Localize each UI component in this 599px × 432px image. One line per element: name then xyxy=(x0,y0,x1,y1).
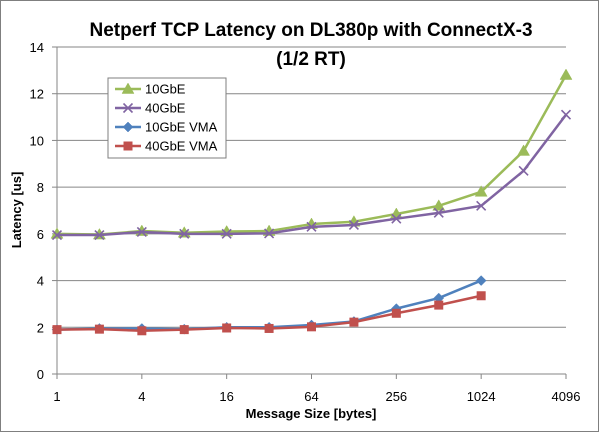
data-point-40gbe-vma-256 xyxy=(391,308,401,318)
legend-label-10gbe-vma: 10GbE VMA xyxy=(145,120,218,135)
legend-item-40gbe: 40GbE xyxy=(115,101,186,116)
legend-label-10gbe: 10GbE xyxy=(145,82,186,97)
legend-label-40gbe-vma: 40GbE VMA xyxy=(145,139,218,154)
legend-marker-40gbe xyxy=(122,102,134,114)
x-axis-ticks: 1 4 16 64 256 1024 4096 xyxy=(53,374,580,404)
data-point-10gbe-4096 xyxy=(559,68,573,80)
data-point-10gbe-512 xyxy=(432,199,446,211)
legend-item-10gbe: 10GbE xyxy=(115,82,186,97)
data-point-40gbe-4 xyxy=(136,226,147,238)
x-axis-title: Message Size [bytes] xyxy=(246,406,377,421)
x-tick-label-4: 4 xyxy=(138,389,145,404)
chart-title-line-1: Netperf TCP Latency on DL380p with Conne… xyxy=(89,20,532,41)
legend: 10GbE 40GbE 10GbE VMA 40GbE VMA xyxy=(107,77,227,159)
y-tick-label-10: 10 xyxy=(30,133,44,148)
x-tick-label-1: 1 xyxy=(53,389,60,404)
data-point-40gbe-vma-8 xyxy=(179,325,189,335)
data-point-40gbe-vma-1 xyxy=(52,325,62,335)
data-point-40gbe-16 xyxy=(221,228,232,239)
y-tick-label-6: 6 xyxy=(37,227,44,242)
legend-item-40gbe-vma: 40GbE VMA xyxy=(115,139,218,154)
legend-items: 10GbE 40GbE 10GbE VMA 40GbE VMA xyxy=(115,82,218,154)
data-point-40gbe-vma-32 xyxy=(264,323,274,333)
data-point-40gbe-512 xyxy=(433,207,444,218)
chart-title-line-2: (1/2 RT) xyxy=(276,49,346,70)
legend-marker-10gbe-vma xyxy=(122,121,134,133)
series-40gbe-vma xyxy=(52,291,486,336)
data-point-40gbe-vma-2 xyxy=(94,324,104,334)
legend-label-40gbe: 40GbE xyxy=(145,101,186,116)
x-tick-label-16: 16 xyxy=(219,389,233,404)
data-point-40gbe-2048 xyxy=(518,165,529,176)
x-tick-label-1024: 1024 xyxy=(467,389,496,404)
y-tick-label-12: 12 xyxy=(30,87,44,102)
data-point-40gbe-1 xyxy=(51,229,63,241)
data-point-40gbe-1024 xyxy=(476,200,487,211)
y-axis-title: Latency [us] xyxy=(9,172,24,249)
data-point-40gbe-vma-64 xyxy=(307,322,316,332)
data-point-40gbe-vma-128 xyxy=(349,317,359,327)
data-point-40gbe-8 xyxy=(179,228,190,239)
legend-item-10gbe-vma: 10GbE VMA xyxy=(115,120,218,135)
series-layer xyxy=(50,68,573,336)
legend-marker-10gbe xyxy=(121,82,135,94)
y-tick-label-14: 14 xyxy=(30,40,44,55)
data-point-40gbe-2 xyxy=(94,229,105,241)
y-tick-label-0: 0 xyxy=(37,367,44,382)
y-tick-label-2: 2 xyxy=(37,320,44,335)
data-point-40gbe-4096 xyxy=(560,109,572,120)
data-point-40gbe-256 xyxy=(391,213,402,224)
x-tick-label-64: 64 xyxy=(304,389,318,404)
y-axis-ticks: 0 2 4 6 8 10 12 14 xyxy=(30,40,57,382)
data-point-40gbe-vma-512 xyxy=(434,300,444,310)
data-point-40gbe-vma-1024 xyxy=(476,291,486,301)
data-point-40gbe-128 xyxy=(348,219,359,231)
y-tick-label-8: 8 xyxy=(37,180,44,195)
x-tick-label-4096: 4096 xyxy=(552,389,581,404)
x-tick-label-256: 256 xyxy=(385,389,407,404)
data-point-40gbe-vma-16 xyxy=(222,323,232,333)
y-tick-label-4: 4 xyxy=(37,274,44,289)
data-point-10gbe-2048 xyxy=(517,144,531,156)
data-point-10gbe-1024 xyxy=(474,185,488,197)
data-point-10gbe-vma-1024 xyxy=(475,275,487,286)
data-point-40gbe-32 xyxy=(264,228,275,239)
series-40gbe xyxy=(51,109,572,241)
data-point-40gbe-vma-4 xyxy=(137,326,147,336)
legend-marker-40gbe-vma xyxy=(123,141,133,151)
data-point-40gbe-64 xyxy=(306,221,317,232)
